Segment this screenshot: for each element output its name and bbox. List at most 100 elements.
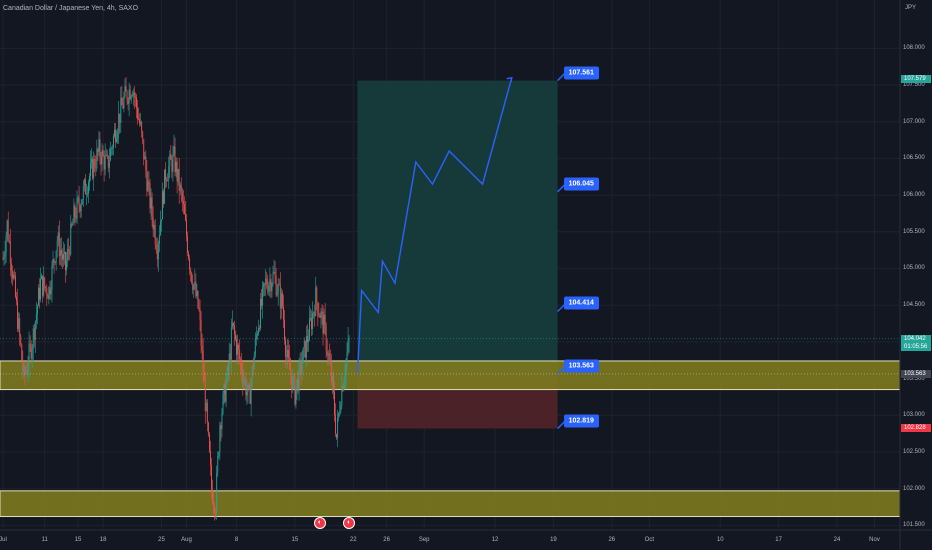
- candle-body: [333, 375, 334, 392]
- candle-body: [20, 335, 22, 345]
- candle-body: [129, 89, 131, 100]
- candle-body: [170, 154, 172, 160]
- candle-body: [144, 156, 146, 160]
- candle-body: [184, 214, 186, 220]
- candle-body: [72, 222, 74, 226]
- candle-body: [295, 388, 297, 405]
- candle-body: [242, 373, 244, 384]
- candle-body: [187, 236, 188, 253]
- y-tick-label: 105.000: [903, 265, 925, 272]
- candle-body: [319, 315, 321, 318]
- price-tag-countdown: 01:05:56: [904, 343, 928, 350]
- candle-body: [141, 121, 143, 132]
- candle-body: [254, 338, 256, 356]
- candle-body: [273, 272, 275, 273]
- candle-body: [176, 161, 178, 182]
- candle-body: [59, 250, 61, 257]
- candle-body: [48, 287, 50, 299]
- candle-body: [178, 168, 180, 191]
- candle-body: [140, 121, 142, 124]
- candle-body: [99, 139, 101, 158]
- candle-body: [80, 204, 82, 212]
- candle-body: [66, 260, 68, 271]
- candle-body: [224, 384, 226, 402]
- candle-body: [18, 318, 20, 329]
- candle-body: [15, 276, 16, 297]
- candle-body: [115, 129, 117, 142]
- candle-body: [236, 339, 237, 355]
- x-tick-label: 12: [491, 537, 499, 543]
- candle-body: [175, 161, 177, 173]
- candle-body: [225, 382, 227, 402]
- candle-body: [268, 284, 270, 292]
- candle-body: [120, 98, 122, 123]
- candle-body: [73, 205, 75, 223]
- candle-body: [60, 250, 62, 255]
- candle-body: [145, 156, 147, 171]
- candle-body: [233, 325, 235, 335]
- candle-body: [173, 146, 175, 154]
- candle-body: [305, 335, 307, 358]
- price-tag: 104.042 01:05:56: [901, 334, 931, 351]
- candle-body: [52, 259, 54, 266]
- candle-body: [134, 97, 136, 98]
- candle-body: [155, 244, 157, 251]
- candle-body: [267, 286, 269, 292]
- candle-body: [125, 86, 127, 92]
- candle-body: [223, 384, 225, 394]
- candle-body: [232, 322, 234, 326]
- candle-body: [16, 296, 18, 301]
- candle-body: [37, 287, 39, 306]
- candle-body: [269, 279, 271, 285]
- candle-body: [265, 278, 267, 285]
- candle-body: [221, 413, 223, 429]
- candle-body: [95, 167, 97, 169]
- candle-body: [285, 340, 286, 357]
- candle-body: [204, 380, 206, 411]
- candle-body: [57, 232, 59, 241]
- economic-event-icon[interactable]: ◐: [343, 517, 356, 529]
- candle-body: [219, 425, 221, 453]
- candle-body: [313, 312, 315, 314]
- x-tick-label: Nov: [869, 537, 880, 543]
- chart-title: Canadian Dollar / Japanese Yen, 4h, SAXO: [3, 5, 139, 12]
- candle-body: [89, 176, 90, 183]
- candle-body: [253, 355, 255, 370]
- candle-body: [106, 154, 108, 156]
- candle-body: [14, 275, 15, 277]
- candle-body: [74, 205, 76, 218]
- target-label: 102.819: [563, 414, 599, 428]
- candle-body: [345, 360, 347, 376]
- candle-body: [241, 362, 243, 374]
- candle-body: [17, 300, 19, 329]
- candle-body: [100, 157, 102, 165]
- candle-body: [262, 287, 264, 306]
- candle-body: [174, 146, 176, 173]
- candle-body: [290, 370, 292, 376]
- candle-body: [67, 249, 69, 261]
- candle-body: [272, 272, 274, 285]
- candle-body: [297, 379, 299, 392]
- candle-body: [299, 359, 301, 363]
- candle-body: [147, 181, 149, 192]
- candle-body: [222, 393, 224, 414]
- x-tick-label: 22: [349, 537, 357, 543]
- candle-body: [31, 349, 33, 359]
- price-tag: 107.579: [901, 75, 931, 84]
- candle-body: [322, 311, 324, 334]
- candle-body: [195, 281, 197, 296]
- candle-body: [25, 370, 27, 375]
- candle-body: [157, 243, 159, 260]
- candle-body: [199, 309, 201, 320]
- candle-body: [34, 321, 36, 340]
- candle-body: [2, 258, 4, 260]
- candle-body: [182, 200, 184, 205]
- candle-body: [126, 91, 128, 101]
- candle-body: [94, 159, 96, 168]
- candle-body: [255, 335, 257, 339]
- economic-event-icon[interactable]: ◐: [313, 517, 326, 529]
- candle-body: [9, 241, 11, 264]
- candle-body: [293, 376, 295, 378]
- candle-body: [215, 512, 217, 514]
